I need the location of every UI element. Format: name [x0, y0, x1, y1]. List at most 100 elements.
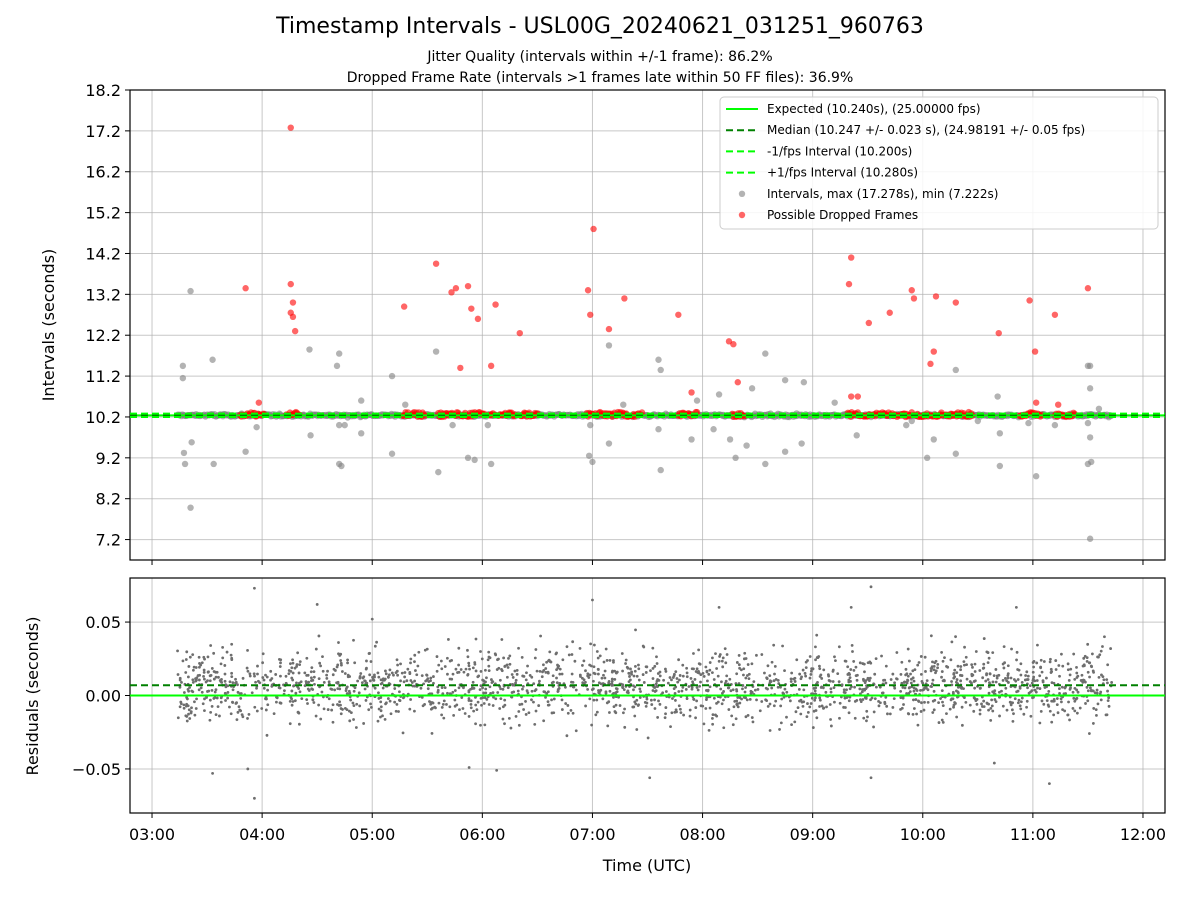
residual-point	[552, 680, 555, 684]
residual-point	[696, 688, 700, 692]
residual-point	[1063, 709, 1067, 713]
residual-point	[292, 684, 295, 688]
dropped-frame-point	[847, 393, 855, 400]
residual-point	[776, 678, 780, 682]
residual-point	[690, 686, 694, 689]
residual-point	[853, 685, 856, 689]
residual-point	[526, 664, 529, 668]
residual-point	[799, 677, 803, 681]
residual-point	[534, 709, 538, 713]
residual-point	[899, 690, 903, 693]
residual-point	[705, 670, 709, 674]
residual-point	[963, 663, 966, 667]
residual-point	[216, 705, 220, 709]
residual-point	[863, 696, 867, 699]
residual-point	[743, 651, 747, 655]
residual-point	[770, 660, 774, 664]
residual-point	[658, 702, 662, 706]
residual-point	[357, 691, 361, 695]
residual-point	[1026, 674, 1030, 678]
interval-point	[952, 366, 959, 374]
interval-point	[726, 436, 734, 443]
residual-point	[833, 655, 836, 659]
residual-point	[795, 658, 799, 662]
residual-point	[194, 707, 198, 710]
residual-point	[1018, 704, 1022, 708]
residual-point	[834, 659, 837, 663]
residual-point	[1089, 686, 1092, 690]
residual-point	[1061, 708, 1064, 712]
residual-point	[279, 658, 283, 662]
residual-point	[223, 672, 227, 676]
residual-point	[900, 681, 904, 685]
residual-point	[180, 681, 183, 684]
residual-point	[437, 701, 441, 705]
residual-point	[637, 663, 640, 667]
residual-point	[1040, 670, 1044, 674]
residual-point	[664, 670, 668, 673]
residual-point	[236, 710, 240, 714]
residual-point	[866, 676, 870, 680]
residual-point	[564, 702, 568, 705]
residual-point	[595, 650, 599, 653]
residual-point	[193, 700, 196, 704]
residual-point	[473, 661, 477, 664]
residual-point	[815, 633, 819, 637]
residual-point	[952, 705, 955, 709]
residual-reference-lines	[130, 684, 1165, 697]
residual-point	[678, 674, 682, 677]
residual-point	[254, 680, 257, 684]
residual-point	[474, 703, 478, 707]
residual-point	[1049, 667, 1053, 671]
residual-point	[372, 675, 376, 679]
residual-point	[208, 698, 212, 702]
residual-point	[956, 664, 960, 668]
residual-point	[682, 713, 686, 717]
residual-point	[491, 704, 495, 707]
residual-point	[954, 635, 957, 639]
residual-point	[818, 698, 822, 702]
residual-point	[408, 707, 412, 711]
residual-point	[191, 690, 195, 694]
residual-point	[533, 689, 537, 693]
dropped-frame-point	[492, 301, 499, 308]
residual-point	[455, 703, 459, 707]
residual-point	[369, 702, 372, 706]
dropped-frame-point	[1031, 348, 1039, 355]
residual-point	[845, 688, 848, 692]
residual-point	[507, 716, 511, 720]
residual-point	[847, 699, 851, 703]
interval-point	[748, 385, 756, 392]
interval-point	[210, 460, 217, 468]
residual-point	[191, 681, 195, 684]
residual-point	[1010, 708, 1014, 712]
residual-point	[631, 705, 635, 709]
residual-point	[698, 684, 702, 688]
residual-point	[336, 703, 339, 706]
residual-point	[289, 662, 292, 666]
residual-point	[949, 658, 953, 662]
residual-point	[527, 711, 531, 715]
residual-point	[827, 674, 831, 678]
residual-point	[214, 675, 218, 679]
residual-point	[768, 702, 772, 706]
residual-point	[855, 678, 859, 682]
residual-point	[836, 672, 840, 676]
legend-label: Possible Dropped Frames	[767, 208, 918, 222]
residual-point	[922, 708, 926, 712]
residual-point	[596, 672, 600, 676]
residual-point	[397, 710, 400, 713]
interval-y-tick-label: 12.2	[85, 326, 121, 345]
residual-point	[474, 695, 477, 699]
residual-point	[265, 733, 269, 737]
residual-point	[1004, 676, 1007, 680]
residual-point	[1031, 661, 1035, 664]
residual-point	[214, 688, 218, 692]
residual-point	[239, 697, 243, 700]
residual-point	[558, 681, 562, 685]
residual-point	[785, 715, 788, 719]
residual-point	[778, 728, 781, 731]
residual-point	[715, 701, 718, 705]
interval-reference-lines	[130, 412, 1165, 418]
residual-point	[194, 679, 198, 683]
